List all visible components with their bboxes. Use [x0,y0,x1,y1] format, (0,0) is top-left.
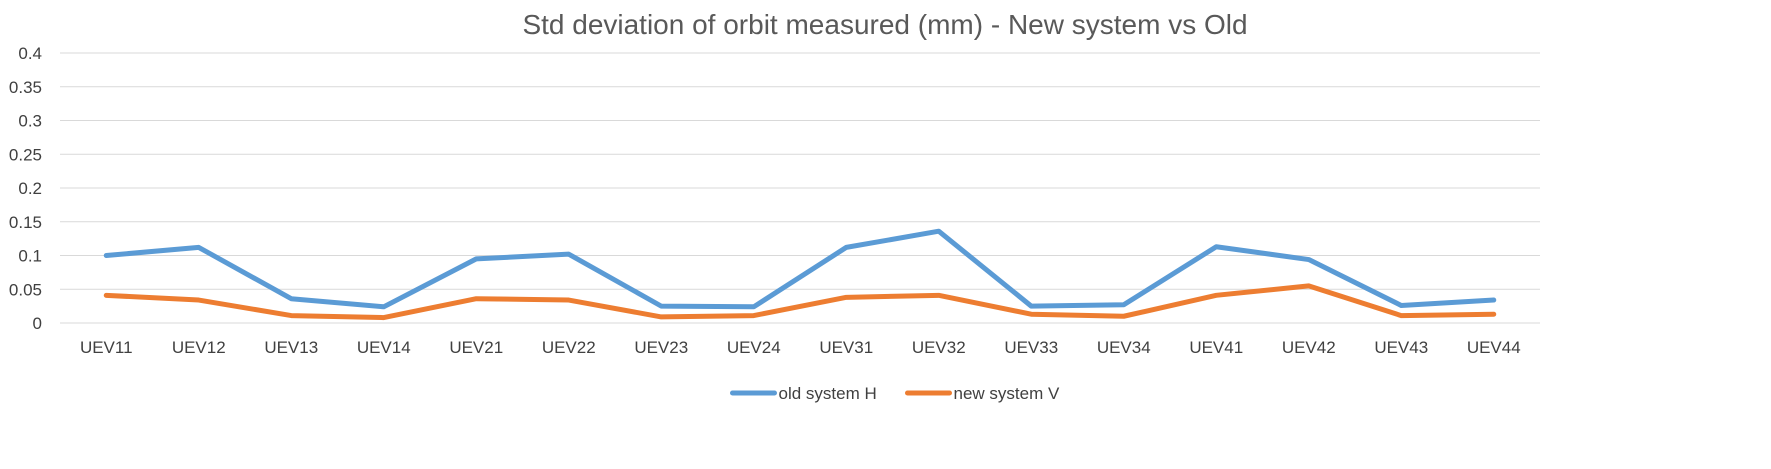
y-tick-label: 0.05 [9,280,42,299]
series-line-new-system-v [103,283,1497,321]
y-axis-ticks: 0 0.05 0.1 0.15 0.2 0.25 0.3 0.35 0.4 [9,44,42,333]
x-tick-label: UEV34 [1097,338,1151,357]
x-axis-ticks: UEV11 UEV12 UEV13 UEV14 UEV21 UEV22 UEV23 UEV24… [80,338,1521,357]
x-tick-label: UEV11 [80,338,133,357]
x-tick-label: UEV21 [449,338,503,357]
x-tick-label: UEV31 [819,338,873,357]
legend-label-new-system-v: new system V [954,384,1060,403]
chart-title: Std deviation of orbit measured (mm) - N… [522,9,1247,40]
gridlines [60,52,1540,324]
y-tick-label: 0.1 [18,247,42,266]
y-tick-label: 0 [33,314,42,333]
y-tick-label: 0.15 [9,213,42,232]
x-tick-label: UEV33 [1004,338,1058,357]
y-tick-label: 0.2 [18,179,42,198]
y-tick-label: 0.25 [9,145,42,164]
x-tick-label: UEV14 [357,338,411,357]
x-tick-label: UEV43 [1374,338,1428,357]
series-lines [103,228,1497,321]
legend: old system H new system V [730,384,1060,403]
y-tick-label: 0.4 [18,44,42,63]
series-line-old-system-h [103,228,1497,310]
x-tick-label: UEV23 [634,338,688,357]
y-tick-label: 0.35 [9,78,42,97]
x-tick-label: UEV42 [1282,338,1336,357]
y-tick-label: 0.3 [18,112,42,131]
x-tick-label: UEV44 [1467,338,1521,357]
legend-label-old-system-h: old system H [779,384,877,403]
x-tick-label: UEV24 [727,338,781,357]
x-tick-label: UEV13 [264,338,318,357]
x-tick-label: UEV22 [542,338,596,357]
x-tick-label: UEV32 [912,338,966,357]
x-tick-label: UEV12 [172,338,226,357]
x-tick-label: UEV41 [1189,338,1243,357]
